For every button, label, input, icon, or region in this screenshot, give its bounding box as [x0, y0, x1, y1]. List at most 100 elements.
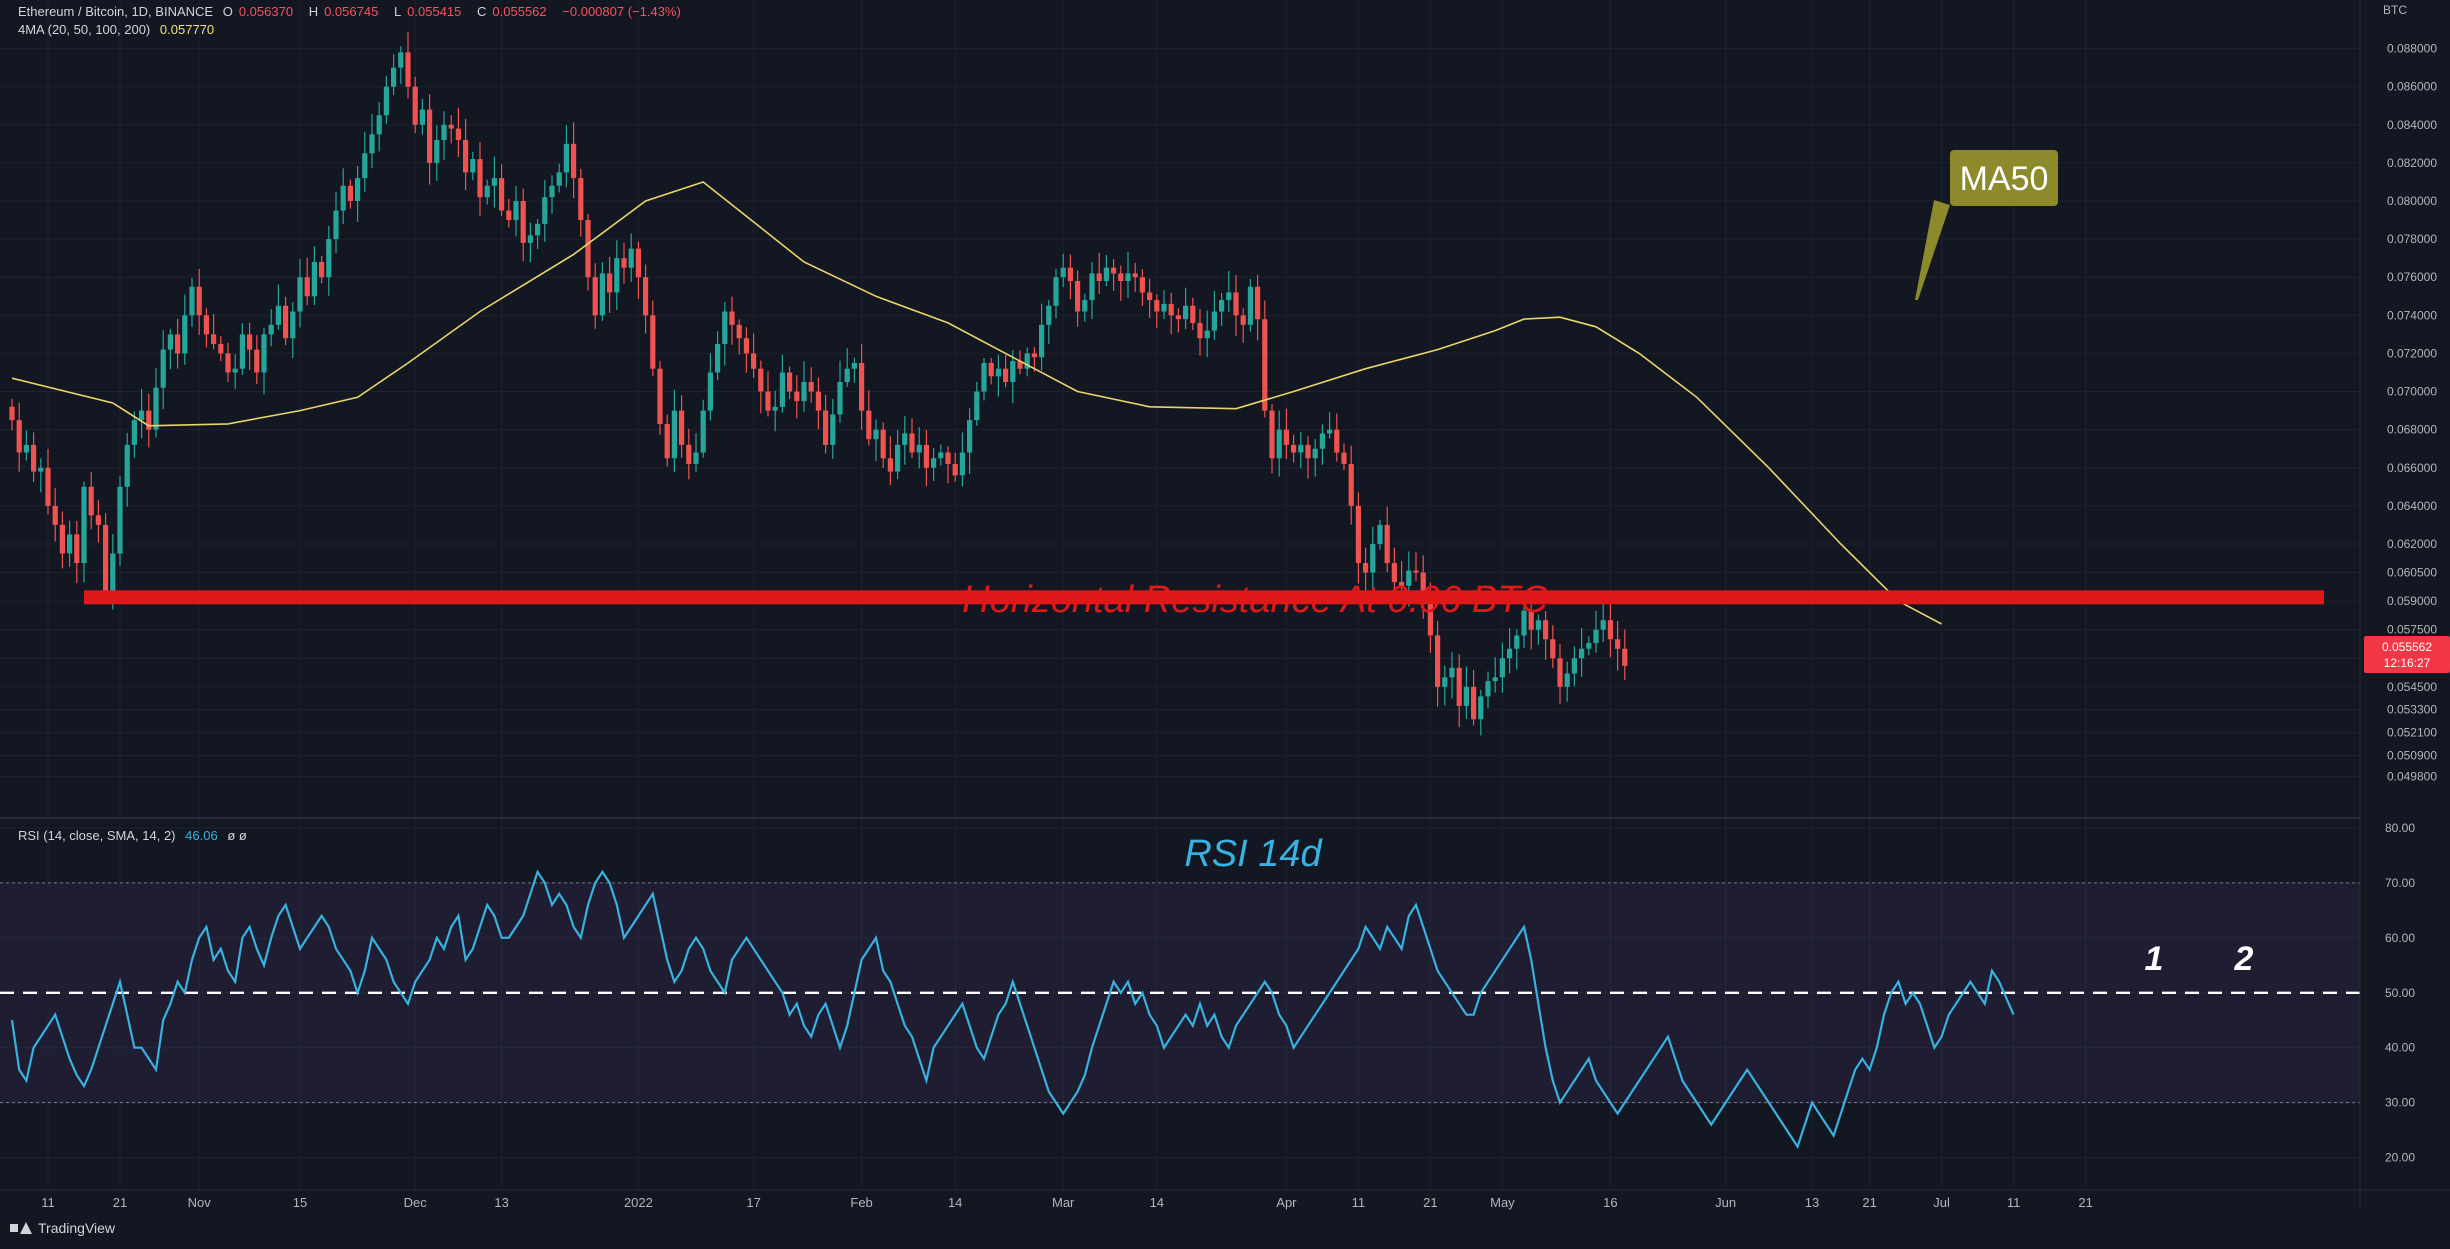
candle-body [902, 433, 908, 445]
candle-body [635, 248, 641, 278]
resistance-line [84, 590, 2324, 605]
candle-body [671, 410, 677, 459]
time-tick-label: 15 [293, 1195, 307, 1210]
candle-body [1075, 281, 1081, 312]
candle-body [1183, 305, 1189, 320]
candle-body [1269, 410, 1275, 459]
rsi-legend: RSI (14, close, SMA, 14, 2) 46.06 ø ø [18, 828, 253, 843]
candle-body [203, 315, 209, 335]
candle-body [1406, 570, 1412, 586]
time-axis[interactable]: 11 21 Nov 15 Dec 13 2022 17 Feb 14 Mar 14 Apr 11 21 May… [41, 1195, 2093, 1210]
candle-body [823, 410, 829, 445]
candle-body [909, 433, 915, 453]
candle-body [355, 178, 361, 202]
price-tick-label: 0.054500 [2387, 680, 2437, 694]
candle-body [470, 159, 476, 173]
candle-body [311, 261, 317, 297]
time-tick-label: 11 [41, 1195, 55, 1210]
candle-body [427, 109, 433, 163]
candle-body [463, 140, 469, 173]
price-tick-label: 0.084000 [2387, 118, 2437, 132]
candle-body [1255, 286, 1261, 320]
tradingview-branding[interactable]: TradingView [10, 1220, 115, 1236]
price-tick-label: 0.080000 [2387, 194, 2437, 208]
ohlc-open: O 0.056370 [222, 4, 294, 19]
candle-body [175, 334, 181, 354]
candle-body [160, 349, 166, 388]
candle-body [1593, 629, 1599, 644]
candle-body [247, 334, 253, 350]
time-tick-label: 21 [2078, 1195, 2092, 1210]
candle-body [880, 429, 886, 459]
candle-body [787, 372, 793, 392]
candle-body [1197, 322, 1203, 339]
candle-body [1557, 658, 1563, 687]
rsi-legend-label[interactable]: RSI (14, close, SMA, 14, 2) [18, 828, 176, 843]
candle-body [1384, 524, 1390, 564]
candle-body [448, 124, 454, 129]
candle-body [74, 534, 80, 564]
candle-body [607, 273, 613, 293]
rsi-guides [0, 882, 2360, 1104]
candle-body [1219, 300, 1225, 312]
candle-body [866, 410, 872, 440]
candle-body [931, 458, 937, 468]
candle-body [1139, 277, 1145, 293]
candle-body [1391, 563, 1397, 583]
candle-body [1262, 319, 1268, 411]
candle-body [1111, 267, 1117, 274]
candle-body [290, 311, 296, 339]
candle-body [326, 239, 332, 278]
candle-body [887, 458, 893, 472]
price-tick-label: 0.074000 [2387, 308, 2437, 322]
price-tick-label: 0.086000 [2387, 80, 2437, 94]
rsi-mark-2: 2 [2234, 940, 2254, 978]
candle-body [1615, 639, 1621, 649]
candle-body [830, 414, 836, 445]
price-tick-label: 0.082000 [2387, 156, 2437, 170]
candle-body [1471, 686, 1477, 720]
candle-body [1528, 610, 1534, 630]
price-tick-label: 0.060500 [2387, 566, 2437, 580]
candle-body [859, 362, 865, 411]
candle-body [88, 486, 94, 516]
candle-body [261, 334, 267, 373]
candle-body [1168, 303, 1174, 316]
candle-body [1283, 429, 1289, 445]
candle-body [851, 362, 857, 369]
candle-body [808, 382, 814, 392]
candle-body [1413, 570, 1419, 573]
candle-body [549, 185, 555, 198]
candle-body [693, 452, 699, 464]
candle-body [196, 286, 202, 316]
candle-body [369, 134, 375, 154]
candle-body [239, 334, 245, 369]
price-tick-label: 0.070000 [2387, 385, 2437, 399]
candle-body [578, 178, 584, 221]
candle-body [1535, 620, 1541, 630]
rsi-axis[interactable]: 80.00 70.00 60.00 50.00 40.00 30.00 20.00 [2385, 821, 2415, 1165]
time-tick-label: Jun [1715, 1195, 1736, 1210]
candle-body [815, 391, 821, 411]
time-tick-label: Jul [1933, 1195, 1950, 1210]
time-tick-label: Feb [850, 1195, 872, 1210]
candle-body [700, 410, 706, 453]
candle-body [1564, 673, 1570, 687]
price-tick-label: 0.049800 [2387, 769, 2437, 783]
candle-body [1103, 267, 1109, 282]
candle-body [1478, 696, 1484, 720]
candle-body [31, 444, 37, 472]
candle-body [1089, 273, 1095, 301]
ma-legend-label[interactable]: 4MA (20, 50, 100, 200) [18, 22, 151, 37]
candle-body [189, 286, 195, 316]
candle-body [1046, 305, 1052, 325]
candle-body [1240, 315, 1246, 325]
candle-body [1600, 620, 1606, 630]
candle-body [1499, 658, 1505, 678]
candle-body [491, 178, 497, 186]
candle-body [535, 223, 541, 236]
price-tick-label: 0.052100 [2387, 726, 2437, 740]
rsi-title: RSI 14d [1184, 833, 1323, 875]
symbol-title[interactable]: Ethereum / Bitcoin, 1D, BINANCE [18, 4, 214, 19]
